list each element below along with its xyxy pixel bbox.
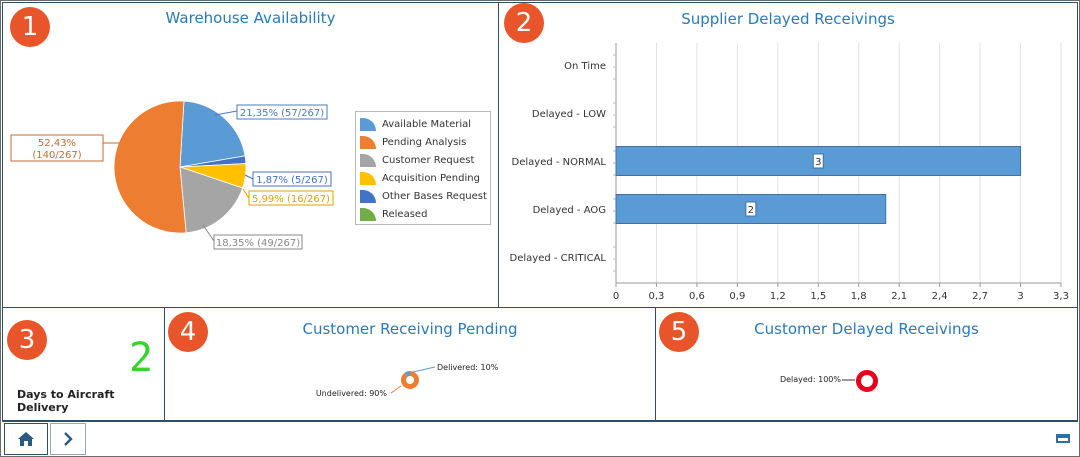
legend-swatch bbox=[360, 153, 376, 167]
pie-data-label: 5,99% (16/267) bbox=[252, 194, 330, 205]
x-tick-label: 3,3 bbox=[1053, 291, 1069, 302]
donut-label-delayed: Delayed: 100% bbox=[780, 375, 841, 384]
donut-label-delivered: Delivered: 10% bbox=[437, 363, 499, 372]
legend-label: Pending Analysis bbox=[382, 136, 467, 148]
panel-number-badge: 4 bbox=[168, 312, 208, 352]
panel-title: Customer Receiving Pending bbox=[302, 320, 518, 338]
warehouse-pie-chart: 21,35% (57/267) 52,43%(140/267) 18,35% (49… bbox=[10, 100, 334, 250]
legend-label: Released bbox=[382, 208, 428, 220]
panel-title: Warehouse Availability bbox=[165, 9, 336, 27]
home-icon bbox=[18, 432, 34, 446]
y-category-label: Delayed - CRITICAL bbox=[510, 253, 607, 264]
pie-data-label-box bbox=[252, 171, 332, 187]
legend-item[interactable]: Released bbox=[360, 205, 490, 223]
customer-delayed-panel: 5 Customer Delayed Receivings Delayed: 1… bbox=[655, 307, 1078, 421]
panel-title: Supplier Delayed Receivings bbox=[681, 10, 895, 28]
panel-number-badge: 5 bbox=[659, 312, 699, 352]
home-button[interactable] bbox=[4, 423, 48, 455]
next-button[interactable] bbox=[50, 423, 86, 455]
panel-title: Customer Delayed Receivings bbox=[754, 320, 979, 338]
x-tick-label: 0,9 bbox=[729, 291, 745, 302]
bar-value-box bbox=[812, 153, 824, 169]
chart-legend: Available Material Pending Analysis Custom… bbox=[355, 111, 491, 225]
x-tick-label: 0,3 bbox=[649, 291, 665, 302]
pie-data-label: (140/267) bbox=[32, 150, 81, 161]
x-tick-label: 1,8 bbox=[851, 291, 867, 302]
days-value: 2 bbox=[129, 335, 154, 381]
pie-data-label: 52,43% bbox=[38, 138, 76, 149]
bar-value-box bbox=[745, 201, 757, 217]
pie-data-label: 18,35% (49/267) bbox=[216, 238, 300, 249]
legend-swatch bbox=[360, 135, 376, 149]
panel-number-badge: 3 bbox=[7, 320, 47, 360]
panel-number-badge: 1 bbox=[10, 7, 50, 47]
donut-slice-delayed[interactable] bbox=[856, 370, 878, 392]
legend-label: Acquisition Pending bbox=[382, 172, 480, 184]
legend-item[interactable]: Available Material bbox=[360, 115, 490, 133]
pie-data-label-box bbox=[236, 104, 328, 120]
customer-receiving-pending-panel: 4 Customer Receiving Pending Delivered: … bbox=[164, 307, 656, 421]
x-tick-label: 2,7 bbox=[972, 291, 988, 302]
pie-data-label: 21,35% (57/267) bbox=[240, 108, 324, 119]
x-tick-label: 3 bbox=[1017, 291, 1023, 302]
x-tick-label: 1,2 bbox=[770, 291, 786, 302]
pie-data-label: 1,87% (5/267) bbox=[256, 175, 328, 186]
days-to-delivery-panel: 3 2 Days to Aircraft Delivery bbox=[2, 307, 165, 421]
legend-swatch bbox=[360, 189, 376, 203]
donut-label-undelivered: Undelivered: 90% bbox=[316, 389, 388, 398]
x-tick-label: 2,1 bbox=[891, 291, 907, 302]
supplier-bar-chart: 0 0,3 0,6 0,9 1,2 1,5 1,8 2,1 2,4 2,7 3 3,3 On Time D… bbox=[510, 43, 1069, 302]
bar-value-label: 3 bbox=[815, 157, 821, 168]
pie-data-label-box bbox=[213, 234, 303, 250]
pie-data-label-box bbox=[10, 134, 104, 162]
x-tick-label: 2,4 bbox=[932, 291, 948, 302]
legend-label: Available Material bbox=[382, 118, 472, 130]
receiving-donut-chart: Delivered: 10% Undelivered: 90% bbox=[316, 363, 499, 398]
x-tick-label: 0,6 bbox=[689, 291, 705, 302]
x-tick-label: 0 bbox=[613, 291, 619, 302]
legend-swatch bbox=[360, 171, 376, 185]
supplier-delayed-panel: 2 Supplier Delayed Receivings 0 0,3 0,6 0,9… bbox=[498, 2, 1078, 308]
legend-label: Customer Request bbox=[382, 154, 475, 166]
y-category-label: On Time bbox=[564, 61, 606, 72]
legend-item[interactable]: Acquisition Pending bbox=[360, 169, 490, 187]
bottom-nav-bar bbox=[2, 421, 1078, 455]
legend-item[interactable]: Other Bases Request bbox=[360, 187, 490, 205]
warehouse-availability-panel: 1 Warehouse Availability 21,35% (57/267)… bbox=[2, 2, 499, 308]
days-label: Days to Aircraft Delivery bbox=[17, 388, 115, 414]
y-category-label: Delayed - AOG bbox=[533, 205, 606, 216]
pie-data-label-box bbox=[248, 190, 334, 206]
bar-value-label: 2 bbox=[748, 205, 754, 216]
pie-slice-customer-request[interactable] bbox=[179, 166, 244, 234]
delayed-donut-chart: Delayed: 100% bbox=[780, 370, 878, 392]
legend-item[interactable]: Customer Request bbox=[360, 151, 490, 169]
pie-slice-pending-analysis[interactable] bbox=[113, 100, 187, 234]
pie-slice-available-material[interactable] bbox=[179, 100, 246, 168]
legend-swatch bbox=[360, 207, 376, 221]
x-tick-label: 1,5 bbox=[810, 291, 826, 302]
y-category-label: Delayed - LOW bbox=[532, 109, 606, 120]
tray-icon[interactable] bbox=[1056, 434, 1070, 443]
legend-label: Other Bases Request bbox=[382, 190, 487, 202]
legend-swatch bbox=[360, 117, 376, 131]
chevron-right-icon bbox=[64, 432, 73, 446]
y-category-label: Delayed - NORMAL bbox=[512, 157, 607, 168]
panel-number-badge: 2 bbox=[504, 3, 544, 43]
legend-item[interactable]: Pending Analysis bbox=[360, 133, 490, 151]
